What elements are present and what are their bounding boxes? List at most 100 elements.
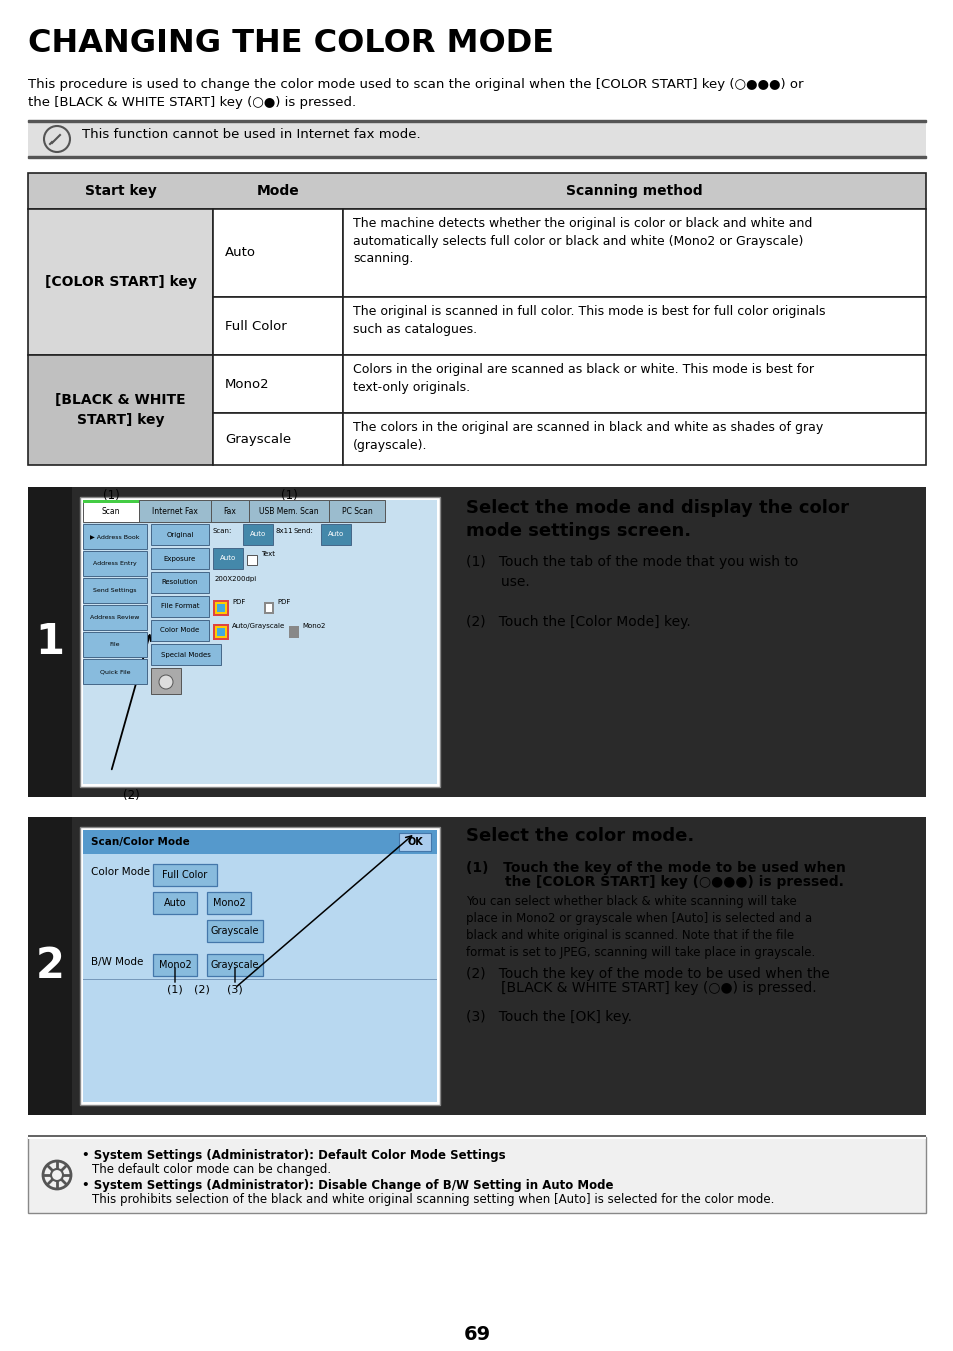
Text: Text: Text	[261, 551, 274, 557]
Text: Full Color: Full Color	[225, 319, 287, 332]
Bar	[28, 120, 925, 158]
Text: Colors in the original are scanned as black or white. This mode is best for
text: Colors in the original are scanned as bl…	[353, 363, 813, 393]
Bar	[343, 413, 925, 465]
Bar	[343, 297, 925, 355]
Text: Scan: Scan	[102, 507, 120, 516]
Text: ▶ Address Book: ▶ Address Book	[91, 534, 139, 539]
Text: Fax: Fax	[223, 507, 236, 516]
Text: Address Entry: Address Entry	[93, 561, 136, 566]
Bar	[83, 605, 147, 630]
Bar	[216, 604, 225, 612]
Bar	[151, 524, 209, 544]
Bar	[213, 209, 343, 297]
Bar	[214, 603, 227, 613]
Text: 8x11: 8x11	[275, 528, 294, 534]
Text: Start key: Start key	[85, 184, 156, 199]
Bar	[28, 817, 925, 1115]
Bar	[83, 551, 147, 576]
Text: The original is scanned in full color. This mode is best for full color original: The original is scanned in full color. T…	[353, 305, 824, 335]
Text: Scan/Color Mode: Scan/Color Mode	[91, 838, 190, 847]
Text: 2: 2	[35, 944, 65, 988]
Bar	[329, 500, 385, 521]
Text: (1): (1)	[103, 489, 119, 503]
Bar	[214, 626, 227, 638]
Bar	[28, 155, 925, 158]
Bar	[213, 549, 243, 569]
Bar	[213, 297, 343, 355]
Text: Quick File: Quick File	[100, 669, 131, 674]
Text: Auto: Auto	[328, 531, 344, 538]
Bar	[249, 500, 329, 521]
Text: [BLACK & WHITE START] key (○●) is pressed.: [BLACK & WHITE START] key (○●) is presse…	[465, 981, 816, 994]
Text: Address Review: Address Review	[91, 615, 139, 620]
Bar	[139, 500, 211, 521]
Text: Exposure: Exposure	[164, 555, 196, 562]
Text: (3): (3)	[227, 984, 243, 994]
Bar	[83, 659, 147, 684]
Text: Color Mode: Color Mode	[91, 867, 150, 877]
Bar	[213, 355, 343, 413]
Text: File Format: File Format	[161, 604, 199, 609]
Text: The machine detects whether the original is color or black and white and
automat: The machine detects whether the original…	[353, 218, 812, 265]
Text: Grayscale: Grayscale	[211, 925, 259, 936]
Text: (1): (1)	[167, 984, 183, 994]
Text: File: File	[110, 642, 120, 647]
Text: • System Settings (Administrator): Disable Change of B/W Setting in Auto Mode: • System Settings (Administrator): Disab…	[82, 1179, 613, 1192]
Text: Resolution: Resolution	[162, 580, 198, 585]
Bar	[151, 596, 209, 617]
Text: Mono2: Mono2	[213, 898, 245, 908]
Text: Select the mode and display the color
mode settings screen.: Select the mode and display the color mo…	[465, 499, 848, 540]
Text: CHANGING THE COLOR MODE: CHANGING THE COLOR MODE	[28, 28, 554, 59]
Bar	[80, 827, 439, 1105]
Text: 200X200dpi: 200X200dpi	[214, 576, 257, 582]
Text: (1)   Touch the key of the mode to be used when: (1) Touch the key of the mode to be used…	[465, 861, 845, 875]
Bar	[398, 834, 431, 851]
Circle shape	[159, 676, 172, 689]
Text: USB Mem. Scan: USB Mem. Scan	[259, 507, 318, 516]
Bar	[207, 892, 251, 915]
Bar	[216, 628, 225, 636]
Text: You can select whether black & white scanning will take
place in Mono2 or graysc: You can select whether black & white sca…	[465, 894, 815, 959]
Bar	[243, 524, 273, 544]
Bar	[152, 892, 196, 915]
Text: Auto: Auto	[219, 555, 236, 562]
Text: PDF: PDF	[232, 598, 245, 605]
Text: Auto/Grayscale: Auto/Grayscale	[232, 623, 285, 630]
Bar	[28, 486, 925, 797]
Text: • System Settings (Administrator): Default Color Mode Settings: • System Settings (Administrator): Defau…	[82, 1148, 505, 1162]
Text: Grayscale: Grayscale	[225, 432, 291, 446]
Bar	[28, 1138, 925, 1139]
Bar	[151, 620, 209, 640]
Bar	[80, 497, 439, 788]
Bar	[320, 524, 351, 544]
Bar	[247, 555, 256, 565]
Bar	[83, 500, 139, 503]
Bar	[28, 209, 213, 355]
Text: (2): (2)	[193, 984, 210, 994]
Text: This function cannot be used in Internet fax mode.: This function cannot be used in Internet…	[82, 128, 420, 142]
Text: This procedure is used to change the color mode used to scan the original when t: This procedure is used to change the col…	[28, 78, 802, 91]
Text: (1)   Touch the tab of the mode that you wish to
        use.: (1) Touch the tab of the mode that you w…	[465, 555, 798, 589]
Text: 1: 1	[35, 621, 65, 663]
Text: (2): (2)	[123, 789, 139, 802]
Bar	[28, 1135, 925, 1138]
Bar	[151, 667, 181, 694]
Text: the [BLACK & WHITE START] key (○●) is pressed.: the [BLACK & WHITE START] key (○●) is pr…	[28, 96, 355, 109]
Text: Internet Fax: Internet Fax	[152, 507, 197, 516]
Text: B/W Mode: B/W Mode	[91, 957, 143, 967]
Text: Original: Original	[166, 531, 193, 538]
Bar	[28, 817, 71, 1115]
Text: Scanning method: Scanning method	[565, 184, 702, 199]
Bar	[83, 578, 147, 603]
Text: Select the color mode.: Select the color mode.	[465, 827, 694, 844]
Bar	[83, 500, 436, 784]
Bar	[343, 209, 925, 297]
Text: (2)   Touch the [Color Mode] key.: (2) Touch the [Color Mode] key.	[465, 615, 690, 630]
Text: Mono2: Mono2	[225, 377, 270, 390]
Bar	[28, 120, 925, 122]
Text: (3)   Touch the [OK] key.: (3) Touch the [OK] key.	[465, 1011, 631, 1024]
Text: Color Mode: Color Mode	[160, 627, 199, 634]
Bar	[213, 600, 229, 616]
Text: PDF: PDF	[276, 598, 290, 605]
Text: Scan:: Scan:	[213, 528, 233, 534]
